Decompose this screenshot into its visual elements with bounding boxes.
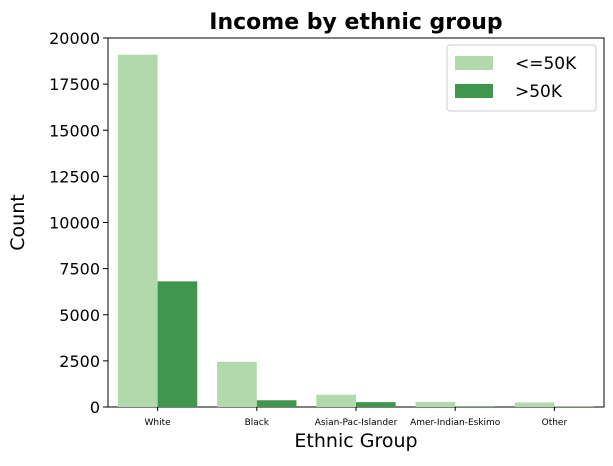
x-axis-ticks: White Black Asian-Pac-Islander Amer-Indian-…: [145, 407, 568, 428]
bar-gt50k-white: [158, 281, 198, 407]
y-tick-label: 10000: [49, 214, 100, 233]
y-axis-ticks: 0 2500 5000 7500 10000 12500 15000 17500 20000: [49, 29, 108, 417]
y-tick-label: 20000: [49, 29, 100, 48]
x-tick-label: Amer-Indian-Eskimo: [410, 418, 501, 428]
x-axis-label: Ethnic Group: [294, 430, 417, 452]
bar-le50k-asian-pac-islander: [316, 395, 356, 407]
legend-swatch-le50k: [455, 56, 493, 70]
y-tick-label: 5000: [59, 306, 100, 325]
legend-label-gt50k: >50K: [515, 82, 563, 102]
chart-title: Income by ethnic group: [209, 10, 502, 35]
bar-le50k-amer-indian-eskimo: [416, 402, 456, 407]
bar-le50k-other: [515, 402, 555, 407]
bar-le50k-black: [217, 362, 257, 407]
bar-gt50k-amer-indian-eskimo: [455, 406, 495, 407]
bar-gt50k-asian-pac-islander: [356, 402, 396, 407]
y-axis-label: Count: [7, 194, 29, 250]
legend: <=50K >50K: [447, 45, 596, 111]
x-tick-label: White: [145, 418, 172, 428]
y-tick-label: 2500: [59, 352, 100, 371]
x-tick-label: Other: [542, 418, 568, 428]
bar-le50k-white: [118, 55, 158, 407]
bar-gt50k-black: [257, 400, 297, 407]
legend-label-le50k: <=50K: [515, 54, 577, 74]
legend-swatch-gt50k: [455, 84, 493, 98]
y-tick-label: 17500: [49, 75, 100, 94]
x-tick-label: Asian-Pac-Islander: [315, 418, 398, 428]
y-tick-label: 15000: [49, 121, 100, 140]
y-tick-label: 0: [90, 398, 100, 417]
y-tick-label: 7500: [59, 260, 100, 279]
y-tick-label: 12500: [49, 167, 100, 186]
x-tick-label: Black: [245, 418, 270, 428]
